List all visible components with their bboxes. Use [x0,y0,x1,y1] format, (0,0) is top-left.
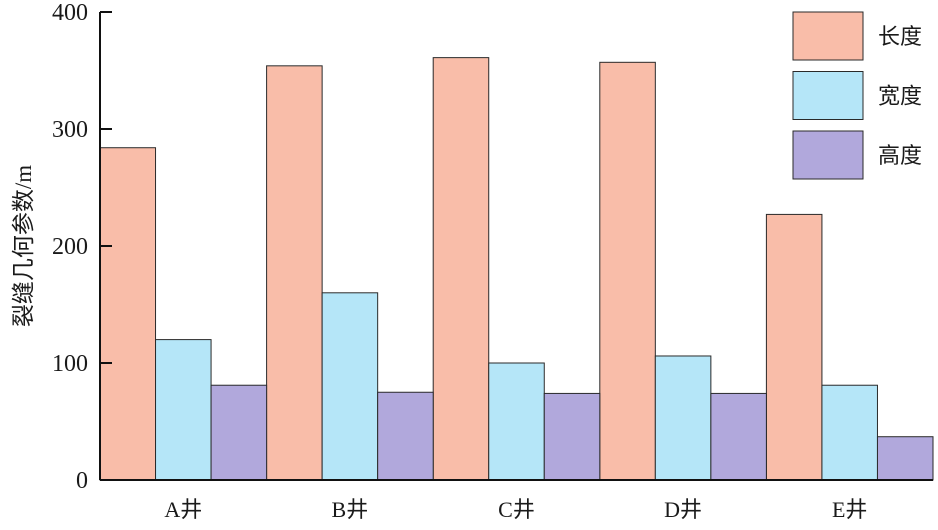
bar-series-0-category-2 [432,57,490,481]
bar-series-2-category-3 [710,392,767,481]
bar-series-1-category-4 [821,384,878,481]
bar-series-2-category-4 [876,436,934,481]
legend-label: 高度 [878,143,922,168]
x-tick-label: A井 [164,497,202,522]
y-tick-label: 0 [76,468,88,494]
x-tick-label: E井 [832,497,867,522]
bar-series-0-category-4 [765,213,823,481]
axes-layer: 0 100 200 300 400 [52,0,933,494]
bar-series-1-category-3 [654,355,712,481]
bars-layer [99,57,934,481]
legend-label: 长度 [878,24,922,49]
bar-series-0-category-0 [99,147,157,481]
bar-series-2-category-0 [210,384,268,481]
bar-series-1-category-1 [321,292,379,481]
bar-series-0-category-3 [599,61,656,481]
legend-swatch [792,130,864,180]
bar-series-1-category-0 [155,339,212,481]
y-tick-label: 400 [52,0,88,26]
legend-swatch [792,71,864,120]
legend-label: 宽度 [878,84,922,109]
bar-series-2-category-1 [377,391,434,481]
y-tick-label: 100 [52,351,88,377]
y-tick-label: 200 [52,234,88,260]
y-axis-label: 裂缝几何参数/m [11,165,36,327]
bar-series-1-category-2 [488,362,545,481]
bar-series-0-category-1 [266,65,323,481]
x-tick-label: D井 [664,497,702,522]
legend-swatch [792,11,864,61]
x-tick-label: B井 [332,497,369,522]
y-tick-label: 300 [52,117,88,143]
x-tick-label: C井 [498,497,535,522]
bar-series-2-category-2 [543,392,601,481]
x-axis-labels: A井 B井 C井 D井 E井 [164,497,867,522]
